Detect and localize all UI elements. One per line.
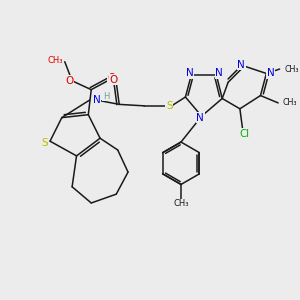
Text: S: S xyxy=(166,101,172,111)
Text: N: N xyxy=(238,60,245,70)
Text: S: S xyxy=(41,138,48,148)
Text: N: N xyxy=(267,68,275,79)
Text: CH₃: CH₃ xyxy=(48,56,63,65)
Text: H: H xyxy=(103,92,109,101)
Text: CH₃: CH₃ xyxy=(173,200,189,208)
Text: Cl: Cl xyxy=(239,129,249,139)
Text: O: O xyxy=(65,76,73,86)
Text: N: N xyxy=(186,68,194,79)
Text: O: O xyxy=(109,75,117,85)
Text: CH₃: CH₃ xyxy=(283,98,297,107)
Text: N: N xyxy=(215,68,223,79)
Text: N: N xyxy=(93,95,101,105)
Text: N: N xyxy=(196,112,204,123)
Text: O: O xyxy=(108,73,116,83)
Text: CH₃: CH₃ xyxy=(284,64,298,74)
